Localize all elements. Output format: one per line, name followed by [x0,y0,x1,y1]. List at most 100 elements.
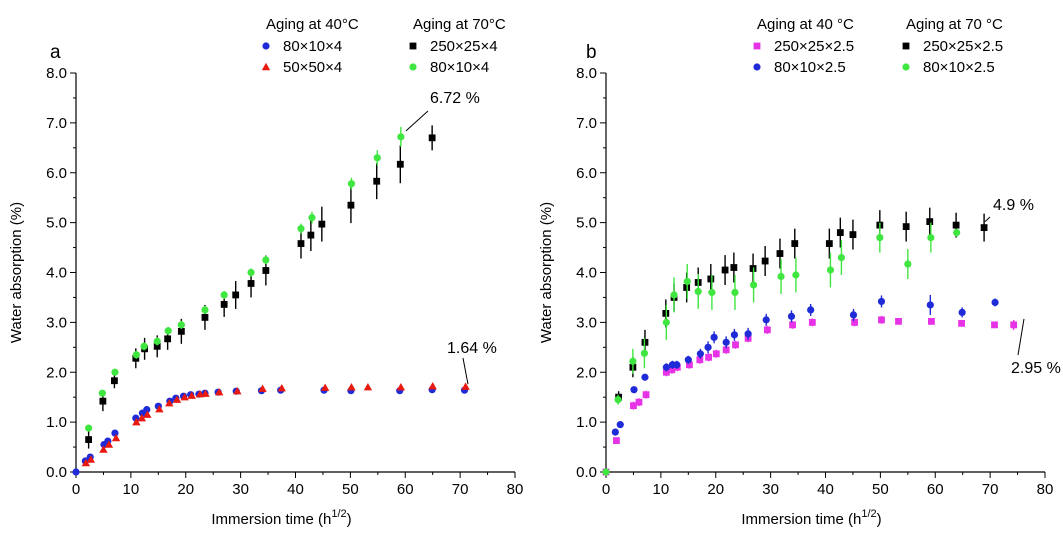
x-tick-label: 60 [927,481,944,498]
data-point [707,275,715,283]
legend-label: 250×25×4 [430,38,498,55]
y-axis-title: Water absorption (%) [538,202,555,343]
x-tick-label: 70 [982,481,999,498]
legend-marker [409,42,417,50]
annotation: 1.64 % [447,340,497,357]
data-point [308,214,316,222]
x-tick-label: 20 [177,481,194,498]
x-tick-label: 70 [452,481,469,498]
x-tick-label: 30 [232,481,249,498]
data-point [172,395,182,403]
data-point [247,280,255,287]
data-point [642,391,650,399]
data-point [180,392,189,401]
data-point [791,240,799,247]
annotation: 2.95 % [1011,360,1061,377]
legend: Aging at 40 °C Aging at 70 °C 250×25×2.5 80… [753,16,1003,76]
data-point [722,346,730,354]
data-point [85,436,93,443]
series-0 [602,315,1018,476]
data-point [99,397,107,405]
data-point [763,326,771,334]
legend-label: 80×10×4 [430,59,489,76]
data-point [926,218,934,226]
y-tick-label: 8.0 [576,65,597,82]
data-point [694,287,702,296]
y-axis-title: Water absorption (%) [8,202,25,343]
data-point [704,343,712,351]
data-point [670,291,678,299]
data-point [630,402,637,410]
data-point [684,356,692,364]
data-point [187,391,196,399]
data-point [201,306,209,314]
data-point [247,268,255,277]
data-point [143,406,151,414]
data-point [731,288,739,297]
data-point [641,373,649,381]
data-point [980,224,988,232]
x-axis-title-main: Immersion time (h [211,511,331,528]
x-tick-label: 80 [1037,481,1054,498]
legend-marker [409,63,417,71]
data-point [132,351,140,359]
data-point [297,225,305,233]
y-tick-label: 0.0 [46,464,67,481]
series-0 [72,386,469,476]
y-tick-label: 4.0 [46,265,67,282]
panel-label: b [586,42,597,63]
data-point [991,298,999,307]
x-tick-label: 10 [653,481,670,498]
y-tick-label: 1.0 [576,414,597,431]
data-point [614,396,622,404]
data-point [363,383,373,391]
panel-label: a [50,42,61,63]
legend-marker [753,63,761,71]
x-tick-label: 40 [817,481,834,498]
data-point [849,231,857,238]
data-point [673,361,681,369]
data-point [776,250,784,257]
data-point [851,318,858,326]
data-point [153,342,161,350]
data-point [927,233,935,242]
data-point [373,177,381,185]
data-point [730,331,739,339]
data-point [262,267,270,274]
x-tick-label: 0 [602,481,610,498]
data-point [722,338,730,346]
data-point [902,223,910,231]
data-point [958,319,965,327]
data-point [111,368,119,376]
data-point [750,281,758,289]
data-point [164,335,172,343]
data-point [640,349,649,357]
data-point [683,277,691,286]
data-point [396,383,406,391]
y-tick-label: 7.0 [46,115,67,132]
data-point [258,384,267,392]
data-point [165,398,174,407]
x-axis-title-sup: 1/2 [861,508,876,520]
data-point [72,468,80,476]
data-point [616,421,624,429]
data-point [1010,321,1018,329]
x-tick-label: 50 [872,481,889,498]
data-point [428,134,436,142]
data-point [732,341,739,349]
data-point [952,221,960,229]
x-axis-title-sup: 1/2 [331,508,346,520]
y-tick-label: 5.0 [576,215,597,232]
data-point [712,350,720,358]
legend: Aging at 40°C Aging at 70°C 80×10×4 50×50×4… [261,16,506,76]
data-point [878,316,885,324]
y-tick-label: 1.0 [46,414,67,431]
data-point [662,318,670,326]
data-point [926,301,934,309]
data-point [111,433,121,442]
y-tick-label: 3.0 [46,314,67,331]
data-point [233,387,242,395]
y-tick-label: 4.0 [576,265,597,282]
chart-panel-b: 0 10 20 30 40 50 60 70 80 0.0 1.0 2.0 3.0 4.0 5.0 6.0 7.… [538,16,1061,528]
x-axis-title-end: ) [877,511,882,528]
